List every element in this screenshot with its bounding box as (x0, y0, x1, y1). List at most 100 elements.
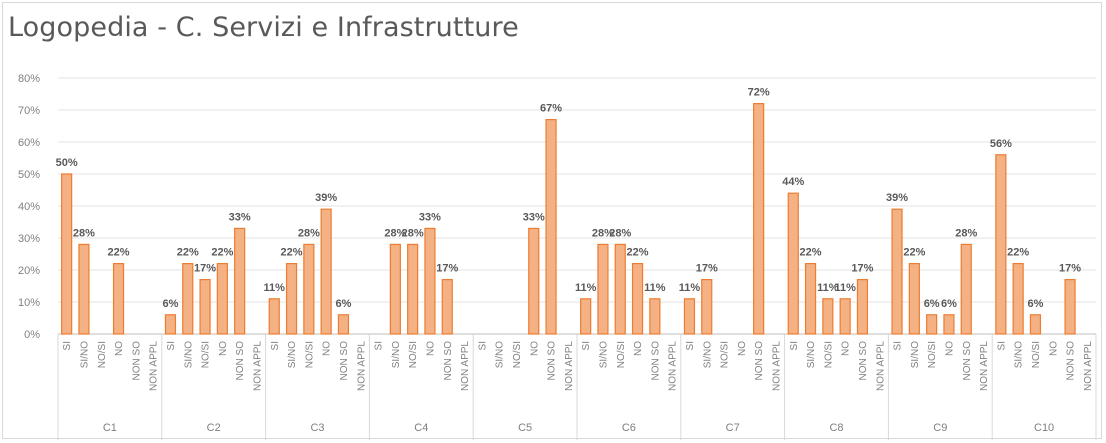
x-category-label: NO (944, 341, 955, 356)
x-category-label: NO/SI (512, 341, 523, 368)
x-category-label: NO (737, 341, 748, 356)
data-label: 33% (229, 211, 251, 223)
x-category-label: NON APPL (771, 341, 782, 391)
x-category-label: NON SO (443, 341, 454, 381)
data-label: 28% (384, 227, 406, 239)
x-category-label: SI/NO (495, 341, 506, 368)
y-tick-label: 70% (18, 105, 40, 117)
x-category-label: NO/SI (616, 341, 627, 368)
bar (112, 263, 125, 335)
data-label: 11% (817, 282, 839, 294)
bar (389, 243, 401, 335)
bar (753, 102, 765, 335)
data-label: 11% (834, 282, 856, 294)
data-label: 28% (402, 227, 424, 239)
x-category-label: SI/NO (183, 341, 194, 368)
bar (337, 314, 350, 335)
x-group-label: C7 (726, 422, 740, 434)
x-category-label: NO/SI (97, 341, 108, 368)
data-label: 28% (592, 227, 614, 239)
x-category-label: SI/NO (806, 341, 817, 368)
bar (441, 279, 453, 335)
x-category-label: NO/SI (408, 341, 419, 368)
bar (960, 243, 972, 335)
x-category-label: NON APPL (875, 341, 886, 391)
data-label: 22% (903, 247, 925, 259)
x-category-label: NO (322, 341, 333, 356)
data-label: 39% (315, 192, 337, 204)
x-category-label: NON SO (235, 341, 246, 381)
x-group-label: C2 (207, 422, 221, 434)
x-category-label: SI (581, 341, 592, 350)
x-category-label: SI/NO (702, 341, 713, 368)
data-label: 11% (575, 282, 597, 294)
bar (199, 279, 211, 335)
bar (78, 243, 90, 335)
x-group-label: C5 (518, 422, 532, 434)
bar (649, 298, 661, 335)
bar (320, 208, 332, 335)
bar (787, 192, 799, 335)
data-label: 17% (1059, 263, 1081, 275)
x-category-label: NO (218, 341, 229, 356)
bar (1012, 263, 1024, 335)
x-category-label: SI/NO (287, 341, 298, 368)
x-category-label: SI/NO (598, 341, 609, 368)
x-category-label: NON APPL (252, 341, 263, 391)
data-label: 6% (335, 298, 351, 310)
x-category-label: SI/NO (910, 341, 921, 368)
y-tick-label: 20% (18, 265, 40, 277)
bar (839, 298, 851, 335)
bar (856, 279, 869, 335)
bar (822, 298, 834, 335)
bar (908, 263, 920, 335)
bar (597, 243, 609, 335)
bar (943, 314, 955, 335)
x-category-label: SI/NO (79, 341, 90, 368)
bar (631, 263, 644, 335)
x-category-label: NON SO (131, 341, 142, 381)
x-category-label: SI (374, 341, 385, 350)
data-label: 22% (800, 247, 822, 259)
data-label: 33% (419, 211, 441, 223)
data-label: 11% (644, 282, 666, 294)
x-group-label: C10 (1034, 422, 1054, 434)
x-category-label: NO/SI (927, 341, 938, 368)
bar (891, 208, 903, 335)
x-group-label: C6 (622, 422, 636, 434)
bar (804, 263, 817, 335)
bar (1064, 279, 1076, 335)
data-label: 28% (609, 227, 631, 239)
data-label: 6% (941, 298, 957, 310)
x-category-label: NON SO (962, 341, 973, 381)
data-label: 22% (177, 247, 199, 259)
bar (234, 227, 246, 335)
bar (182, 263, 194, 335)
x-group-label: C4 (414, 422, 428, 434)
x-category-label: SI (166, 341, 177, 350)
bar (926, 314, 938, 335)
x-category-label: SI/NO (1014, 341, 1025, 368)
x-category-label: NO/SI (304, 341, 315, 368)
bar (614, 243, 626, 335)
bar (268, 298, 280, 335)
bar (995, 154, 1007, 335)
bar (424, 227, 436, 335)
x-category-label: SI (996, 341, 1007, 350)
y-tick-label: 10% (18, 297, 40, 309)
data-label: 17% (436, 263, 458, 275)
data-label: 6% (924, 298, 940, 310)
data-label: 22% (211, 247, 233, 259)
bar (701, 279, 713, 335)
bar (61, 173, 73, 335)
chart-title: Logopedia - C. Servizi e Infrastrutture (8, 12, 519, 43)
x-category-label: NON SO (547, 341, 558, 381)
x-category-label: NON APPL (1083, 341, 1094, 391)
x-category-label: NON APPL (668, 341, 679, 391)
x-category-label: SI (62, 341, 73, 350)
x-category-label: NON APPL (979, 341, 990, 391)
x-group-label: C9 (933, 422, 947, 434)
x-category-label: NON SO (339, 341, 350, 381)
x-category-label: SI (789, 341, 800, 350)
